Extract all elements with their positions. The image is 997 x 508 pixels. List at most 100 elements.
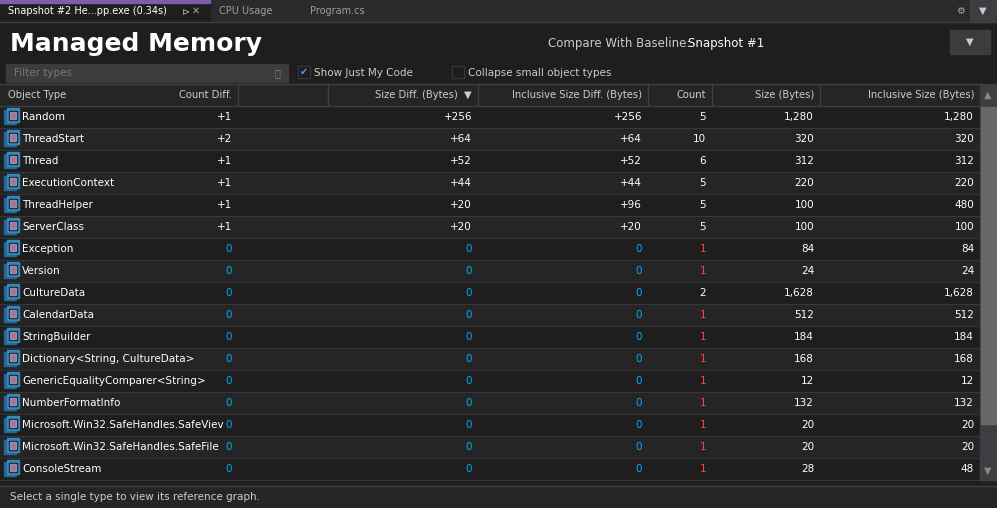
Text: 100: 100 [954, 222, 974, 232]
Text: Size Diff. (Bytes)  ▼: Size Diff. (Bytes) ▼ [375, 90, 472, 100]
Bar [0, 370, 980, 392]
Text: 0: 0 [635, 266, 642, 276]
Text: 0: 0 [466, 354, 472, 364]
Bar [0, 84, 980, 106]
Text: Collapse small object types: Collapse small object types [468, 68, 611, 78]
Text: 84: 84 [961, 244, 974, 254]
Bar [0, 436, 980, 458]
Bar [4, 176, 16, 190]
Text: 1: 1 [699, 266, 706, 276]
Text: 5: 5 [699, 222, 706, 232]
Text: Object Type: Object Type [8, 90, 66, 100]
Text: +52: +52 [620, 156, 642, 166]
Text: 6: 6 [699, 156, 706, 166]
Text: 20: 20 [801, 420, 814, 430]
Bar [4, 418, 16, 432]
Bar [0, 326, 980, 348]
Bar [452, 66, 464, 78]
Text: Program.cs: Program.cs [310, 6, 365, 16]
Bar [9, 133, 17, 142]
Text: +1: +1 [216, 156, 232, 166]
Text: 312: 312 [795, 156, 814, 166]
Bar [980, 84, 997, 106]
Text: ExecutionContext: ExecutionContext [22, 178, 114, 188]
Text: 1,628: 1,628 [944, 288, 974, 298]
Text: Compare With Baseline:: Compare With Baseline: [548, 38, 690, 50]
Bar [4, 352, 16, 366]
Text: CultureData: CultureData [22, 288, 85, 298]
Bar [9, 375, 17, 384]
Bar [0, 458, 980, 480]
Bar [9, 463, 17, 472]
Text: 0: 0 [225, 464, 232, 474]
Bar [0, 150, 980, 172]
Bar [7, 152, 19, 166]
Text: 48: 48 [961, 464, 974, 474]
Text: +20: +20 [620, 222, 642, 232]
Text: 0: 0 [466, 442, 472, 452]
Bar [9, 243, 17, 252]
Bar [10, 354, 16, 361]
Bar [7, 130, 19, 144]
Bar [10, 200, 16, 207]
Text: Snapshot #2 He...pp.exe (0.34s): Snapshot #2 He...pp.exe (0.34s) [8, 6, 166, 16]
Text: 132: 132 [795, 398, 814, 408]
Text: 0: 0 [466, 310, 472, 320]
Bar [4, 374, 16, 388]
Text: ConsoleStream: ConsoleStream [22, 464, 102, 474]
Bar [10, 178, 16, 185]
Text: 0: 0 [225, 310, 232, 320]
Text: 1: 1 [699, 244, 706, 254]
Text: 1: 1 [699, 332, 706, 342]
Text: +1: +1 [216, 112, 232, 122]
Text: 480: 480 [954, 200, 974, 210]
Bar [980, 106, 997, 480]
Bar [950, 30, 990, 54]
Bar [0, 414, 980, 436]
Text: 0: 0 [466, 376, 472, 386]
Text: 1,280: 1,280 [785, 112, 814, 122]
Bar [4, 396, 16, 410]
Text: Exception: Exception [22, 244, 74, 254]
Bar [9, 199, 17, 208]
Bar [10, 156, 16, 163]
Text: 0: 0 [225, 244, 232, 254]
Text: 1: 1 [699, 464, 706, 474]
Bar [981, 107, 996, 424]
Text: ServerClass: ServerClass [22, 222, 84, 232]
Bar [0, 392, 980, 414]
Text: 1: 1 [699, 354, 706, 364]
Bar [10, 222, 16, 229]
Bar [9, 111, 17, 120]
Text: +52: +52 [450, 156, 472, 166]
Bar [10, 112, 16, 119]
Text: 0: 0 [635, 332, 642, 342]
Text: GenericEqualityComparer<String>: GenericEqualityComparer<String> [22, 376, 205, 386]
Text: ThreadHelper: ThreadHelper [22, 200, 93, 210]
Text: 10: 10 [693, 134, 706, 144]
Text: Managed Memory: Managed Memory [10, 32, 262, 56]
Bar [453, 67, 463, 77]
Text: Filter types: Filter types [14, 68, 72, 78]
Text: 312: 312 [954, 156, 974, 166]
Text: 1,628: 1,628 [784, 288, 814, 298]
Text: +44: +44 [450, 178, 472, 188]
Text: ✕: ✕ [192, 6, 200, 16]
Text: +64: +64 [620, 134, 642, 144]
Text: Version: Version [22, 266, 61, 276]
Text: 132: 132 [954, 398, 974, 408]
Bar [4, 220, 16, 234]
Bar [9, 397, 17, 406]
Bar [7, 306, 19, 320]
Text: 512: 512 [954, 310, 974, 320]
Text: 320: 320 [795, 134, 814, 144]
Text: 0: 0 [635, 442, 642, 452]
Bar [4, 110, 16, 124]
Bar [0, 304, 980, 326]
Text: 0: 0 [225, 332, 232, 342]
Text: 0: 0 [225, 420, 232, 430]
Bar [10, 310, 16, 317]
Bar [0, 22, 997, 62]
Bar [7, 174, 19, 188]
Text: 24: 24 [801, 266, 814, 276]
